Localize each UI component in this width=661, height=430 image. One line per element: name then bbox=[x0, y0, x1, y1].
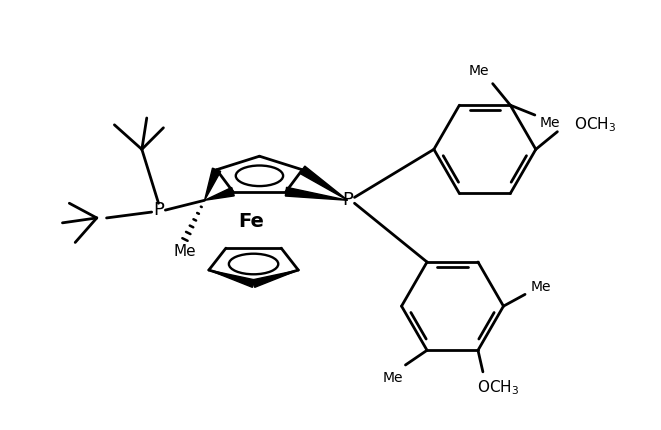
Text: Me: Me bbox=[174, 244, 196, 259]
Polygon shape bbox=[286, 187, 348, 200]
Text: Me: Me bbox=[531, 280, 551, 294]
Polygon shape bbox=[253, 270, 298, 287]
Polygon shape bbox=[300, 166, 348, 200]
Text: Me: Me bbox=[539, 116, 560, 130]
Text: P: P bbox=[153, 201, 164, 219]
Text: Me: Me bbox=[468, 64, 488, 78]
Polygon shape bbox=[204, 168, 221, 200]
Text: Fe: Fe bbox=[239, 212, 264, 231]
Text: P: P bbox=[342, 191, 353, 209]
Polygon shape bbox=[209, 270, 254, 287]
Text: Me: Me bbox=[383, 371, 403, 385]
Text: OCH$_3$: OCH$_3$ bbox=[477, 378, 519, 397]
Text: OCH$_3$: OCH$_3$ bbox=[574, 116, 615, 134]
Polygon shape bbox=[204, 187, 234, 200]
